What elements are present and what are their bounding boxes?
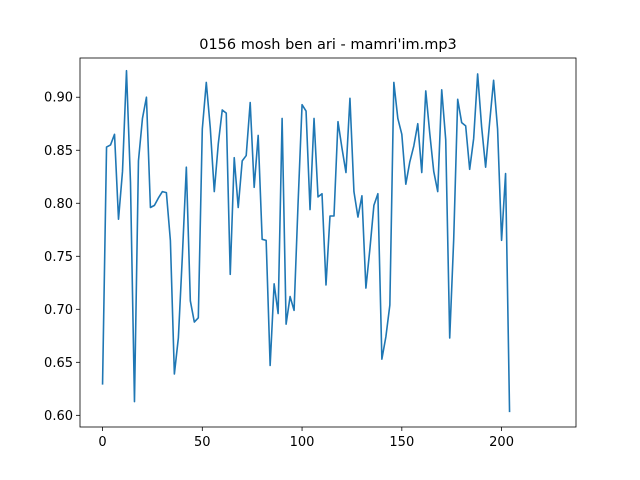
x-tick-label: 150 (389, 435, 414, 450)
y-tick-label: 0.75 (44, 250, 73, 265)
x-tick-label: 50 (194, 435, 211, 450)
x-axis: 0 50 100 150 200 (98, 427, 514, 450)
chart-title: 0156 mosh ben ari - mamri'im.mp3 (199, 37, 457, 53)
y-tick-label: 0.80 (44, 197, 73, 212)
y-tick-label: 0.60 (44, 409, 73, 424)
y-tick-label: 0.90 (44, 91, 73, 106)
x-tick-label: 200 (489, 435, 514, 450)
axes-frame (79, 57, 577, 428)
y-tick-label: 0.65 (44, 356, 73, 371)
series-line-0 (101, 69, 511, 413)
y-tick-label: 0.85 (44, 144, 73, 159)
y-axis: 0.60 0.65 0.70 0.75 0.80 0.85 0.90 (44, 91, 80, 424)
y-tick-label: 0.70 (44, 303, 73, 318)
x-tick-label: 0 (98, 435, 106, 450)
plot-area (101, 69, 511, 413)
x-tick-label: 100 (290, 435, 315, 450)
